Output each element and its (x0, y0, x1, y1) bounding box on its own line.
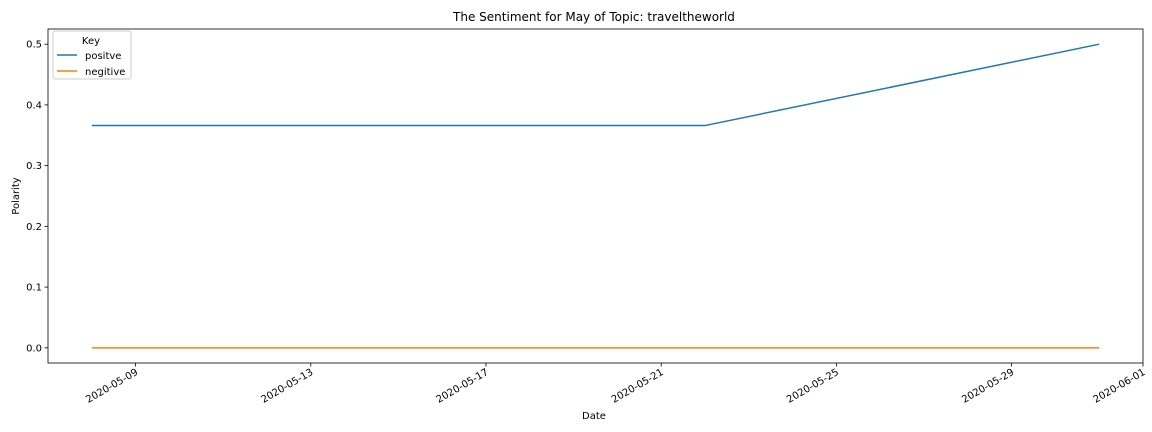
legend-entry-label: negitive (85, 67, 125, 78)
legend-entries: positve negitive (57, 51, 125, 78)
plot-area (47, 28, 1144, 364)
y-tick-label: 0.3 (26, 161, 42, 172)
y-tick-label: 0.4 (26, 100, 42, 111)
x-axis-label: Date (582, 411, 606, 422)
legend-box (52, 30, 132, 80)
plot-frame (47, 28, 1144, 364)
legend-entry-label: positve (85, 51, 121, 62)
y-tick-label: 0.1 (26, 283, 42, 294)
legend: Key positve negitive (52, 30, 132, 80)
y-axis-label: Polarity (11, 177, 22, 215)
series-layer (91, 43, 1100, 349)
legend-title: Key (82, 36, 100, 47)
y-tick-label: 0.2 (26, 222, 42, 233)
y-tick-label: 0.0 (26, 343, 42, 354)
chart-title: The Sentiment for May of Topic: travelth… (452, 10, 735, 24)
series-line-positve (91, 43, 1100, 127)
y-tick-label: 0.5 (26, 40, 42, 51)
y-axis: 0.0 0.1 0.2 0.3 0.4 0.5 (26, 40, 48, 354)
